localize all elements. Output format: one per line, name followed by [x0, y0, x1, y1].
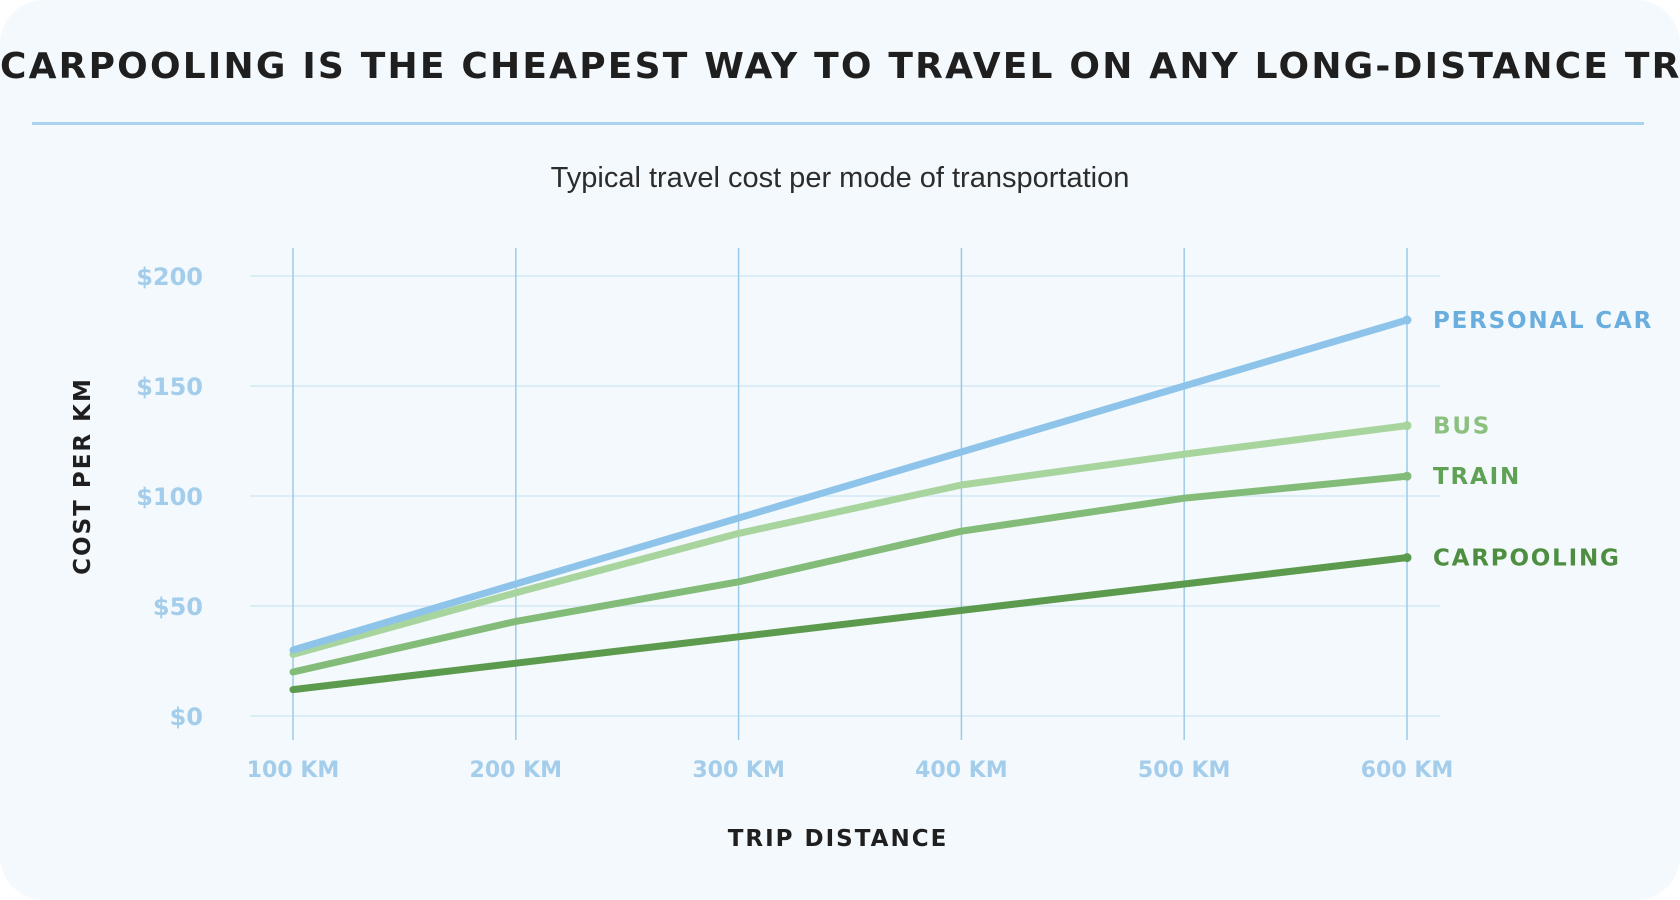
y-tick-label: $200 [136, 263, 203, 291]
y-tick-label: $150 [136, 373, 203, 401]
grid [250, 248, 1440, 740]
series-label: BUS [1433, 414, 1491, 440]
series-end-point [1402, 421, 1412, 431]
series-label: TRAIN [1433, 464, 1521, 490]
x-tick-label: 200 KM [470, 758, 563, 783]
x-tick-label: 300 KM [692, 758, 785, 783]
series-label: CARPOOLING [1433, 546, 1621, 572]
series-lines [289, 315, 1412, 694]
series-label: PERSONAL CAR [1433, 308, 1653, 334]
chart-title: CARPOOLING IS THE CHEAPEST WAY TO TRAVEL… [0, 46, 1680, 87]
y-axis-label: COST PER KM [70, 377, 96, 575]
series-end-point [1402, 471, 1412, 481]
series-end-point [1402, 553, 1412, 563]
y-tick-label: $50 [153, 593, 203, 621]
x-tick-label: 400 KM [915, 758, 1008, 783]
series-line-bus [289, 422, 1411, 658]
chart-subtitle: Typical travel cost per mode of transpor… [550, 162, 1130, 194]
x-tick-label: 500 KM [1138, 758, 1231, 783]
series-line-personal-car [289, 316, 1411, 654]
series-end-point [1402, 315, 1412, 325]
x-tick-label: 100 KM [247, 758, 340, 783]
x-axis-label: TRIP DISTANCE [728, 826, 949, 852]
title-divider [32, 122, 1644, 125]
y-tick-label: $100 [136, 483, 203, 511]
series-line-train [289, 472, 1411, 676]
series-line-carpooling [289, 554, 1411, 694]
y-tick-label: $0 [170, 703, 203, 731]
x-tick-label: 600 KM [1361, 758, 1454, 783]
